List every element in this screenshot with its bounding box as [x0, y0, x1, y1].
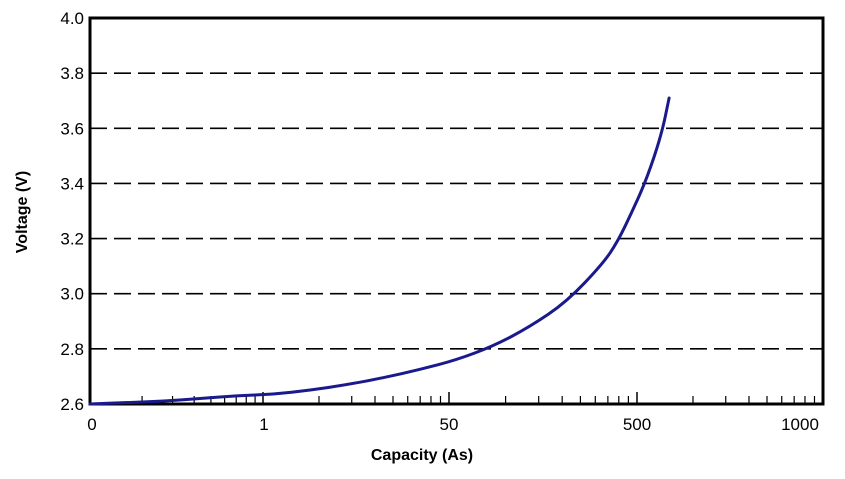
x-tick-label: 50 — [440, 415, 459, 434]
x-axis-title: Capacity (As) — [371, 447, 473, 464]
y-axis-title: Voltage (V) — [14, 171, 31, 253]
x-tick-label: 1000 — [781, 415, 819, 434]
y-tick-label: 3.0 — [60, 285, 84, 304]
voltage-curve — [88, 96, 671, 406]
y-tick-label: 4.0 — [60, 9, 84, 28]
plot-frame — [88, 16, 825, 406]
x-tick-label: 1 — [259, 415, 268, 434]
y-tick-label: 3.4 — [60, 174, 84, 193]
y-tick-label: 2.6 — [60, 395, 84, 414]
y-tick-label: 3.8 — [60, 64, 84, 83]
y-tick-label: 3.6 — [60, 119, 84, 138]
grid-lines — [90, 72, 823, 350]
y-tick-label: 2.8 — [60, 340, 84, 359]
x-tick-label: 500 — [623, 415, 651, 434]
y-tick-label: 3.2 — [60, 230, 84, 249]
x-tick-label: 0 — [87, 415, 96, 434]
y-tick-labels: 2.6 2.8 3.0 3.2 3.4 3.6 3.8 4.0 — [60, 9, 84, 414]
x-tick-labels: 0 1 50 500 1000 — [87, 415, 819, 434]
tick-marks — [89, 392, 824, 404]
